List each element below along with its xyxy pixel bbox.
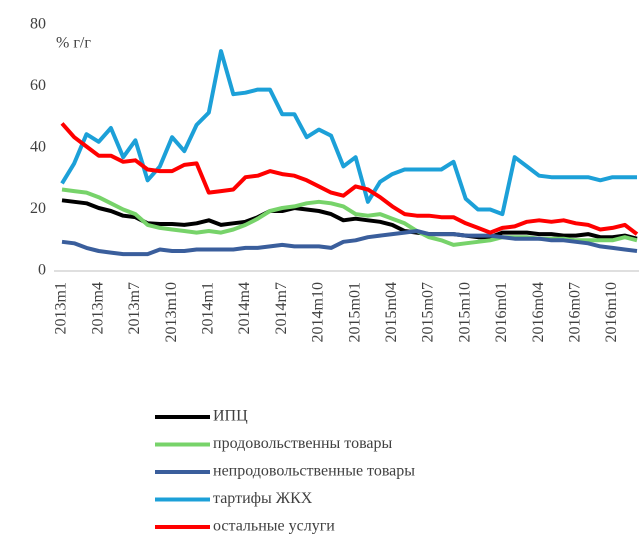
x-tick-label: 2015m01: [346, 282, 363, 342]
y-tick-label: 20: [30, 200, 46, 217]
y-tick-label: 60: [30, 77, 46, 94]
x-tick-label: 2014m10: [310, 282, 327, 342]
y-tick-label: 40: [30, 139, 46, 156]
legend-label: тартифы ЖКХ: [213, 490, 313, 507]
y-tick-label: 80: [30, 16, 46, 33]
x-tick-label: 2014m1: [199, 282, 216, 334]
x-tick-label: 2016m10: [603, 282, 620, 342]
x-tick-label: 2013m10: [163, 282, 180, 342]
y-axis-label: % г/г: [56, 35, 91, 52]
legend-label: продовольственны товары: [213, 435, 393, 452]
x-tick-label: 2016m04: [530, 282, 547, 342]
x-tick-label: 2016m07: [567, 282, 584, 342]
legend-label: непродовольственные товары: [213, 463, 415, 480]
x-tick-label: 2014m4: [236, 282, 253, 334]
series-line: [60, 49, 637, 217]
x-tick-label: 2015m04: [383, 282, 400, 342]
x-tick-label: 2013m1: [53, 282, 70, 334]
series-line: [61, 187, 638, 247]
x-tick-label: 2013m7: [126, 282, 143, 334]
series-line: [61, 198, 638, 241]
legend-label: остальные услуги: [213, 518, 335, 535]
x-tick-label: 2014m7: [273, 282, 290, 334]
legend-label: ИПЦ: [213, 408, 248, 425]
y-tick-label: 0: [38, 262, 46, 279]
x-tick-label: 2015m10: [456, 282, 473, 342]
x-tick-label: 2015m07: [420, 282, 437, 342]
x-tick-label: 2016m01: [493, 282, 510, 342]
x-tick-label: 2013m4: [89, 282, 106, 334]
series-line: [61, 229, 638, 257]
series-line: [60, 122, 639, 236]
